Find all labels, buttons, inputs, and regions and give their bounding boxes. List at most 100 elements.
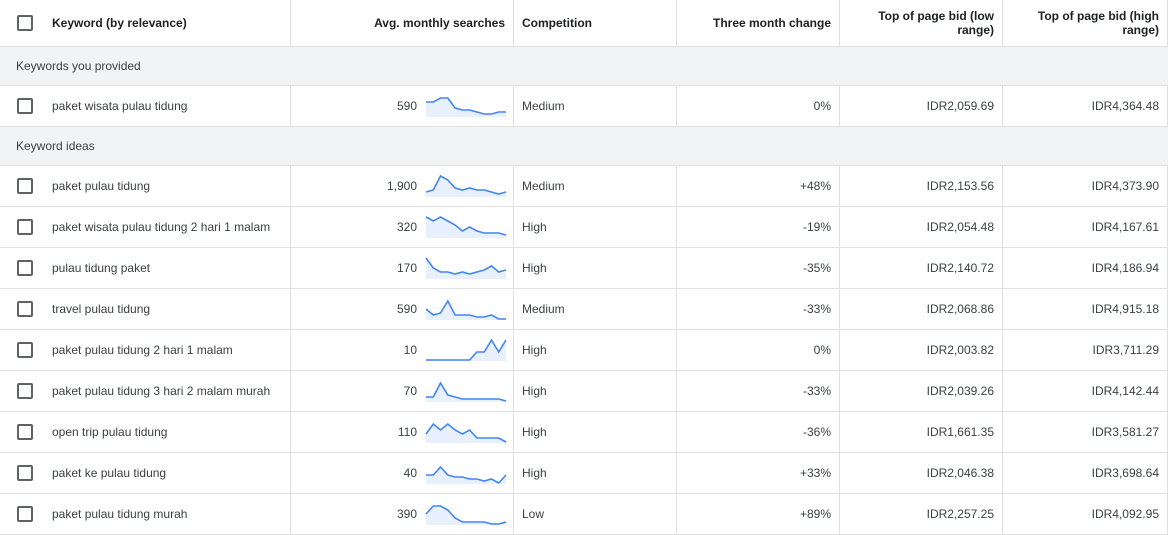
low: IDR1,661.35	[926, 425, 994, 439]
column-header[interactable]: Top of page bid (high range)	[1003, 0, 1168, 46]
column-header[interactable]: Keyword (by relevance)	[36, 0, 291, 46]
checkbox[interactable]	[17, 506, 33, 522]
cell: High	[514, 330, 677, 370]
cell: IDR2,039.26	[840, 371, 1003, 411]
low: IDR2,153.56	[926, 179, 994, 193]
checkbox[interactable]	[17, 383, 33, 399]
cell: IDR3,698.64	[1003, 453, 1168, 493]
sparkline	[425, 257, 507, 279]
competition: Medium	[522, 302, 565, 316]
column-header[interactable]: Avg. monthly searches	[291, 0, 514, 46]
sparkline-line	[426, 97, 506, 115]
checkbox[interactable]	[17, 301, 33, 317]
keyword: open trip pulau tidung	[52, 425, 168, 439]
searches: 590	[396, 99, 417, 113]
competition: High	[522, 220, 547, 234]
keyword-row: travel pulau tidung 590 Medium -33% IDR2,068…	[0, 289, 1168, 330]
cell: +48%	[677, 166, 840, 206]
cell: -33%	[677, 371, 840, 411]
column-header[interactable]: Top of page bid (low range)	[840, 0, 1003, 46]
change: -33%	[802, 302, 831, 316]
checkbox[interactable]	[17, 15, 33, 31]
checkbox[interactable]	[17, 178, 33, 194]
checkbox[interactable]	[17, 424, 33, 440]
sparkline-line	[425, 174, 507, 195]
keyword-row: paket pulau tidung 3 hari 2 malam murah 7…	[0, 371, 1168, 412]
keyword: paket pulau tidung 3 hari 2 malam murah	[52, 384, 271, 398]
competition: High	[522, 343, 547, 357]
high: IDR3,711.29	[1092, 343, 1160, 357]
high: IDR3,698.64	[1091, 466, 1159, 480]
cell: 170	[291, 248, 514, 288]
cell: paket pulau tidung murah	[36, 494, 291, 534]
cell: IDR4,092.95	[1003, 494, 1168, 534]
change: 0%	[813, 343, 831, 357]
cell: -19%	[677, 207, 840, 247]
high: IDR3,581.27	[1091, 425, 1159, 439]
cell: 110	[291, 412, 514, 452]
checkbox[interactable]	[17, 342, 33, 358]
low: IDR2,054.48	[926, 220, 994, 234]
checkbox[interactable]	[17, 465, 33, 481]
change: +48%	[799, 179, 831, 193]
sparkline-line	[426, 465, 507, 485]
cell: IDR1,661.35	[840, 412, 1003, 452]
cell: travel pulau tidung	[36, 289, 291, 329]
change: -36%	[802, 425, 831, 439]
searches: 40	[403, 466, 417, 480]
keyword: paket pulau tidung 2 hari 1 malam	[52, 343, 233, 357]
cell: IDR4,186.94	[1003, 248, 1168, 288]
cell: IDR4,142.44	[1003, 371, 1168, 411]
checkbox[interactable]	[17, 98, 33, 114]
cell: open trip pulau tidung	[36, 412, 291, 452]
low: IDR2,046.38	[926, 466, 994, 480]
sparkline-line	[425, 422, 507, 443]
cell: 40	[291, 453, 514, 493]
keyword: paket pulau tidung	[52, 179, 151, 193]
change: +89%	[799, 507, 831, 521]
cell: IDR2,054.48	[840, 207, 1003, 247]
column-header[interactable]: Competition	[514, 0, 677, 46]
keyword-row: paket pulau tidung 2 hari 1 malam 10 High 0…	[0, 330, 1168, 371]
sparkline	[425, 505, 507, 525]
sparkline-area	[426, 217, 506, 238]
cell: IDR2,059.69	[840, 86, 1003, 126]
checkbox[interactable]	[17, 219, 33, 235]
competition: High	[522, 261, 547, 275]
cell: -36%	[677, 412, 840, 452]
cell: IDR4,167.61	[1003, 207, 1168, 247]
high: IDR4,142.44	[1091, 384, 1159, 398]
competition: High	[522, 425, 547, 439]
competition: Low	[522, 507, 545, 521]
checkbox[interactable]	[17, 260, 33, 276]
searches: 1,900	[386, 179, 417, 193]
searches: 590	[396, 302, 417, 316]
searches: 390	[396, 507, 417, 521]
cell: IDR4,915.18	[1003, 289, 1168, 329]
searches: 110	[397, 425, 417, 439]
sparkline-area	[426, 176, 506, 197]
keyword: paket wisata pulau tidung	[52, 99, 188, 113]
sparkline	[425, 299, 506, 320]
sparkline	[425, 422, 507, 443]
sparkline-area	[426, 467, 506, 484]
searches: 320	[396, 220, 417, 234]
low: IDR2,068.86	[926, 302, 994, 316]
sparkline-area	[426, 301, 506, 320]
keyword-row: paket wisata pulau tidung 2 hari 1 malam…	[0, 207, 1168, 248]
cell: IDR2,140.72	[840, 248, 1003, 288]
change: -33%	[802, 384, 831, 398]
sparkline-line	[425, 216, 507, 236]
cell: High	[514, 453, 677, 493]
section-row: Keyword ideas	[0, 127, 1168, 166]
column-header[interactable]: Three month change	[677, 0, 840, 46]
sparkline-area	[426, 98, 506, 117]
change: 0%	[813, 99, 831, 113]
sparkline	[426, 97, 506, 117]
low: IDR2,257.25	[926, 507, 994, 521]
sparkline-line	[426, 338, 507, 361]
cell: IDR2,068.86	[840, 289, 1003, 329]
cell: -33%	[677, 289, 840, 329]
low: IDR2,059.69	[926, 99, 994, 113]
